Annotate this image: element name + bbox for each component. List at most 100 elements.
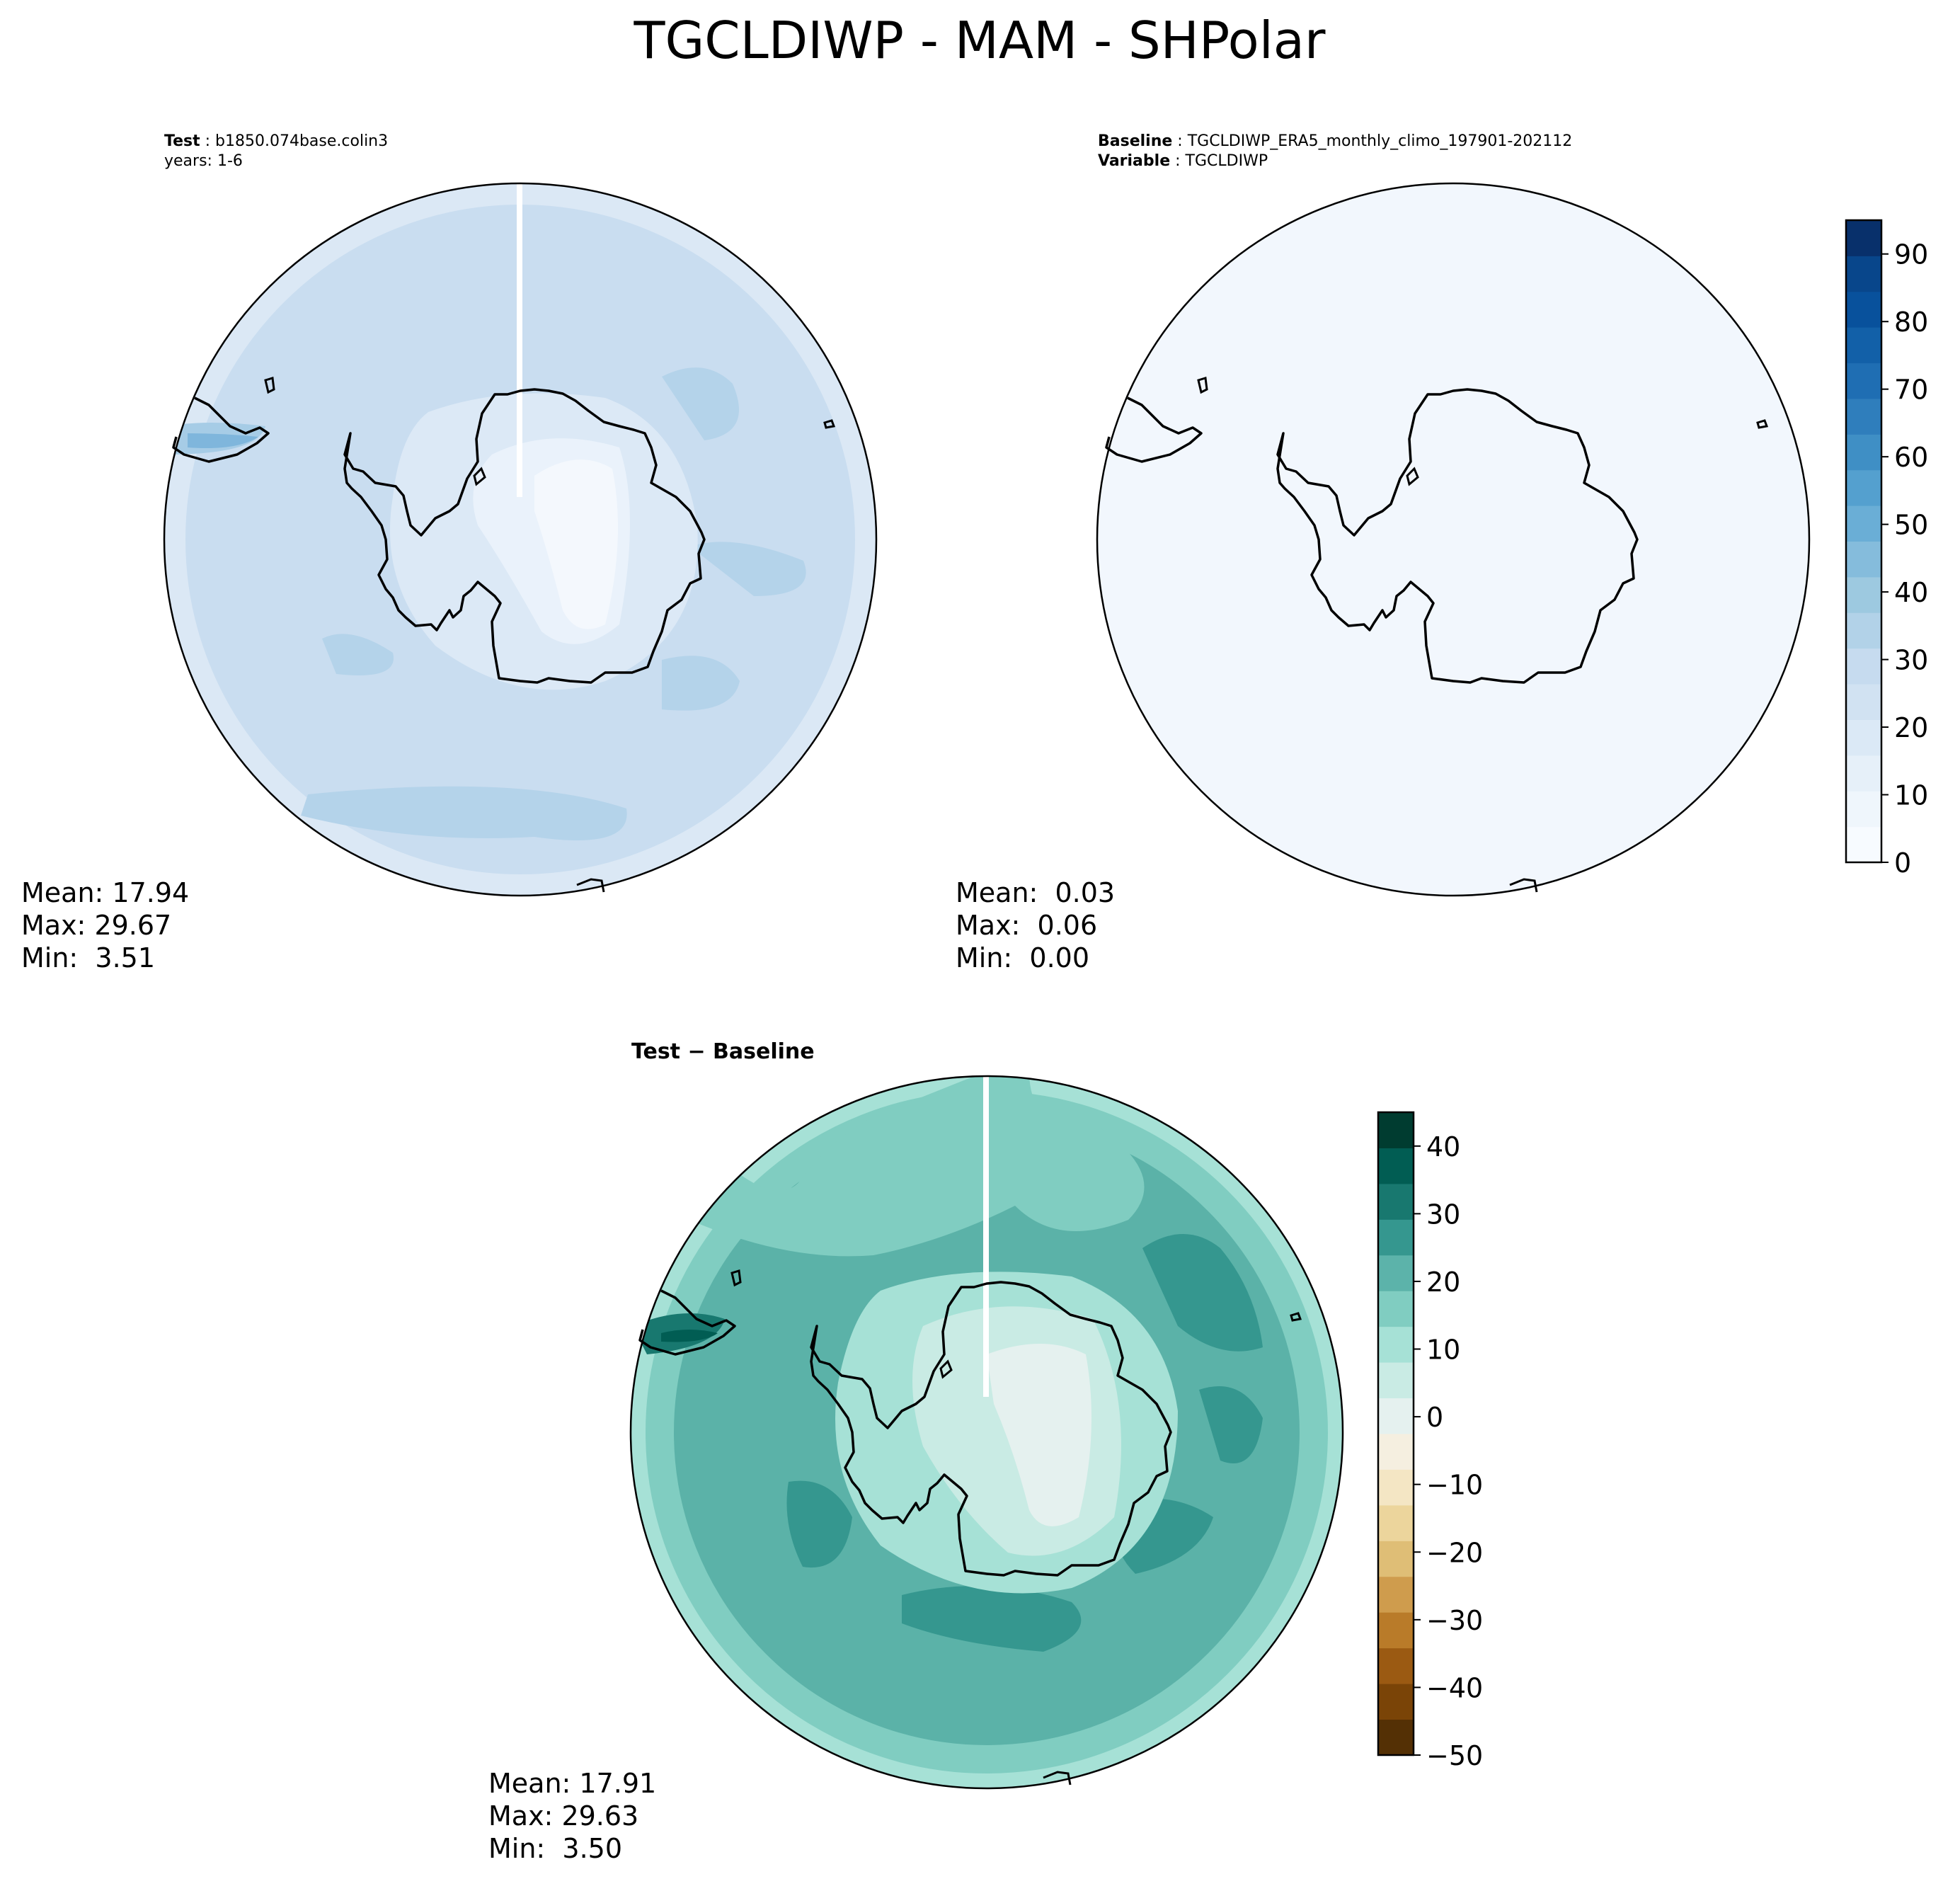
- panel-test-header-line2: years: 1-6: [164, 152, 243, 170]
- map-baseline-boundary: [1096, 182, 1811, 897]
- panel-baseline-header-label: Baseline: [1098, 132, 1172, 150]
- panel-baseline-stat-max: Max: 0.06: [956, 910, 1097, 941]
- colorbar-brbg-tick-label: −20: [1426, 1537, 1483, 1568]
- panel-baseline-header-separator: :: [1172, 132, 1187, 150]
- figure-title: TGCLDIWP - MAM - SHPolar: [634, 11, 1326, 70]
- panel-baseline-header-variable: TGCLDIWP: [1185, 152, 1268, 170]
- colorbar-blues-segment: [1846, 398, 1881, 435]
- panel-baseline-stat-min: Min: 0.00: [956, 942, 1089, 973]
- colorbar-brbg-tick-label: 20: [1426, 1267, 1460, 1298]
- colorbar-brbg-segment: [1378, 1719, 1414, 1756]
- colorbar-blues-segment: [1846, 469, 1881, 506]
- panel-baseline: Baseline : TGCLDIWP_ERA5_monthly_climo_1…: [956, 132, 1928, 973]
- colorbar-blues-segment: [1846, 719, 1881, 756]
- colorbar-blues-segment: [1846, 791, 1881, 828]
- colorbar-brbg-segment: [1378, 1255, 1414, 1291]
- colorbar-brbg-tick-label: −40: [1426, 1672, 1483, 1703]
- colorbar-blues-segment: [1846, 291, 1881, 328]
- colorbar-blues-tick-label: 20: [1894, 712, 1928, 743]
- panel-test-header-line1: Test : b1850.074base.colin3: [164, 132, 388, 150]
- map-test-contour-band: [534, 459, 618, 629]
- colorbar-brbg: 40 30 20 10 0 −10 −20 −30 −40 −50: [1377, 1111, 1483, 1771]
- panel-test-stat-mean: Mean: 17.94: [21, 877, 189, 908]
- map-diff-contour-band: [786, 1480, 852, 1568]
- colorbar-brbg-segment: [1378, 1183, 1414, 1220]
- colorbar-brbg-tick-label: −50: [1426, 1740, 1483, 1771]
- map-test-contour-band: [662, 367, 739, 440]
- map-diff-contour-band: [987, 1344, 1091, 1526]
- panel-baseline-header-separator: :: [1170, 152, 1185, 170]
- panel-test-header-case: b1850.074base.colin3: [215, 132, 388, 150]
- map-diff-contour-band: [902, 1586, 1082, 1652]
- panel-baseline-stat-mean: Mean: 0.03: [956, 877, 1115, 908]
- colorbar-brbg-segment: [1378, 1541, 1414, 1577]
- colorbar-brbg-segment: [1378, 1684, 1414, 1720]
- map-test-contour-band: [690, 542, 806, 596]
- panel-baseline-header-line1: Baseline : TGCLDIWP_ERA5_monthly_climo_1…: [1098, 132, 1572, 150]
- panel-test-stat-min: Min: 3.51: [21, 942, 155, 973]
- map-baseline: [1096, 182, 1811, 897]
- panel-test-stat-max: Max: 29.67: [21, 910, 171, 941]
- colorbar-blues-segment: [1846, 220, 1881, 256]
- colorbar-blues: 0 10 20 30 40 50 60 70 80 90: [1845, 219, 1928, 879]
- colorbar-brbg-segment: [1378, 1219, 1414, 1256]
- colorbar-blues-segment: [1846, 576, 1881, 613]
- colorbar-brbg-frame: [1377, 1111, 1415, 1756]
- colorbar-brbg-tick-label: 40: [1426, 1131, 1460, 1162]
- colorbar-brbg-segment: [1378, 1326, 1414, 1363]
- colorbar-blues-segment: [1846, 327, 1881, 364]
- map-baseline-field: [1097, 183, 1809, 896]
- map-test-missing-stripe: [517, 183, 522, 497]
- panel-difference-stat-max: Max: 29.63: [488, 1800, 638, 1832]
- colorbar-brbg-tick-label: −10: [1426, 1470, 1483, 1501]
- panel-difference: Test − Baseline: [488, 1039, 1483, 1864]
- colorbar-brbg-segment: [1378, 1362, 1414, 1399]
- map-diff-missing-stripe: [983, 1076, 989, 1397]
- map-diff-contour-band: [661, 1330, 718, 1342]
- colorbar-blues-tick-label: 90: [1894, 239, 1928, 270]
- colorbar-brbg-tick-label: 10: [1426, 1335, 1460, 1366]
- colorbar-brbg-segment: [1378, 1647, 1414, 1684]
- colorbar-blues-segment: [1846, 684, 1881, 720]
- colorbar-brbg-segment: [1378, 1576, 1414, 1613]
- colorbar-brbg-segment: [1378, 1398, 1414, 1434]
- colorbar-blues-tick-label: 10: [1894, 780, 1928, 811]
- map-difference: [629, 1075, 1344, 1790]
- colorbar-blues-segment: [1846, 505, 1881, 542]
- colorbar-blues-segment: [1846, 256, 1881, 292]
- colorbar-blues-segment: [1846, 434, 1881, 471]
- colorbar-blues-tick-label: 80: [1894, 307, 1928, 338]
- map-difference-boundary: [629, 1075, 1344, 1790]
- colorbar-brbg-segment: [1378, 1112, 1414, 1148]
- map-test-contour-band: [301, 786, 627, 840]
- colorbar-blues-tick-label: 0: [1894, 847, 1911, 879]
- map-test-contour-band: [662, 656, 740, 711]
- panel-test-header-separator: :: [200, 132, 215, 150]
- map-diff-contour-band: [1199, 1386, 1263, 1463]
- panel-baseline-header-source: TGCLDIWP_ERA5_monthly_climo_197901-20211…: [1187, 132, 1573, 150]
- colorbar-blues-segment: [1846, 612, 1881, 649]
- colorbar-brbg-segment: [1378, 1612, 1414, 1649]
- panel-test: Test : b1850.074base.colin3 years: 1-6: [21, 132, 878, 973]
- colorbar-brbg-tick-label: −30: [1426, 1605, 1483, 1636]
- colorbar-blues-tick-label: 30: [1894, 645, 1928, 676]
- colorbar-brbg-tick-label: 30: [1426, 1199, 1460, 1230]
- colorbar-blues-frame: [1845, 219, 1883, 864]
- colorbar-brbg-segment: [1378, 1434, 1414, 1470]
- map-diff-contour-band: [1142, 1234, 1263, 1352]
- colorbar-brbg-segment: [1378, 1291, 1414, 1327]
- map-diff-contour-band: [689, 1076, 1145, 1257]
- panel-test-header-label: Test: [164, 132, 200, 150]
- colorbar-blues-segment: [1846, 362, 1881, 399]
- panel-difference-stat-mean: Mean: 17.91: [488, 1768, 656, 1799]
- colorbar-blues-segment: [1846, 755, 1881, 792]
- panel-difference-title: Test − Baseline: [631, 1039, 815, 1064]
- colorbar-blues-tick-label: 60: [1894, 442, 1928, 473]
- colorbar-brbg-tick-label: 0: [1426, 1402, 1443, 1433]
- colorbar-brbg-segment: [1378, 1504, 1414, 1541]
- colorbar-blues-segment: [1846, 541, 1881, 578]
- colorbar-brbg-segment: [1378, 1469, 1414, 1506]
- panel-baseline-header-line2: Variable : TGCLDIWP: [1098, 152, 1268, 170]
- colorbar-blues-segment: [1846, 826, 1881, 863]
